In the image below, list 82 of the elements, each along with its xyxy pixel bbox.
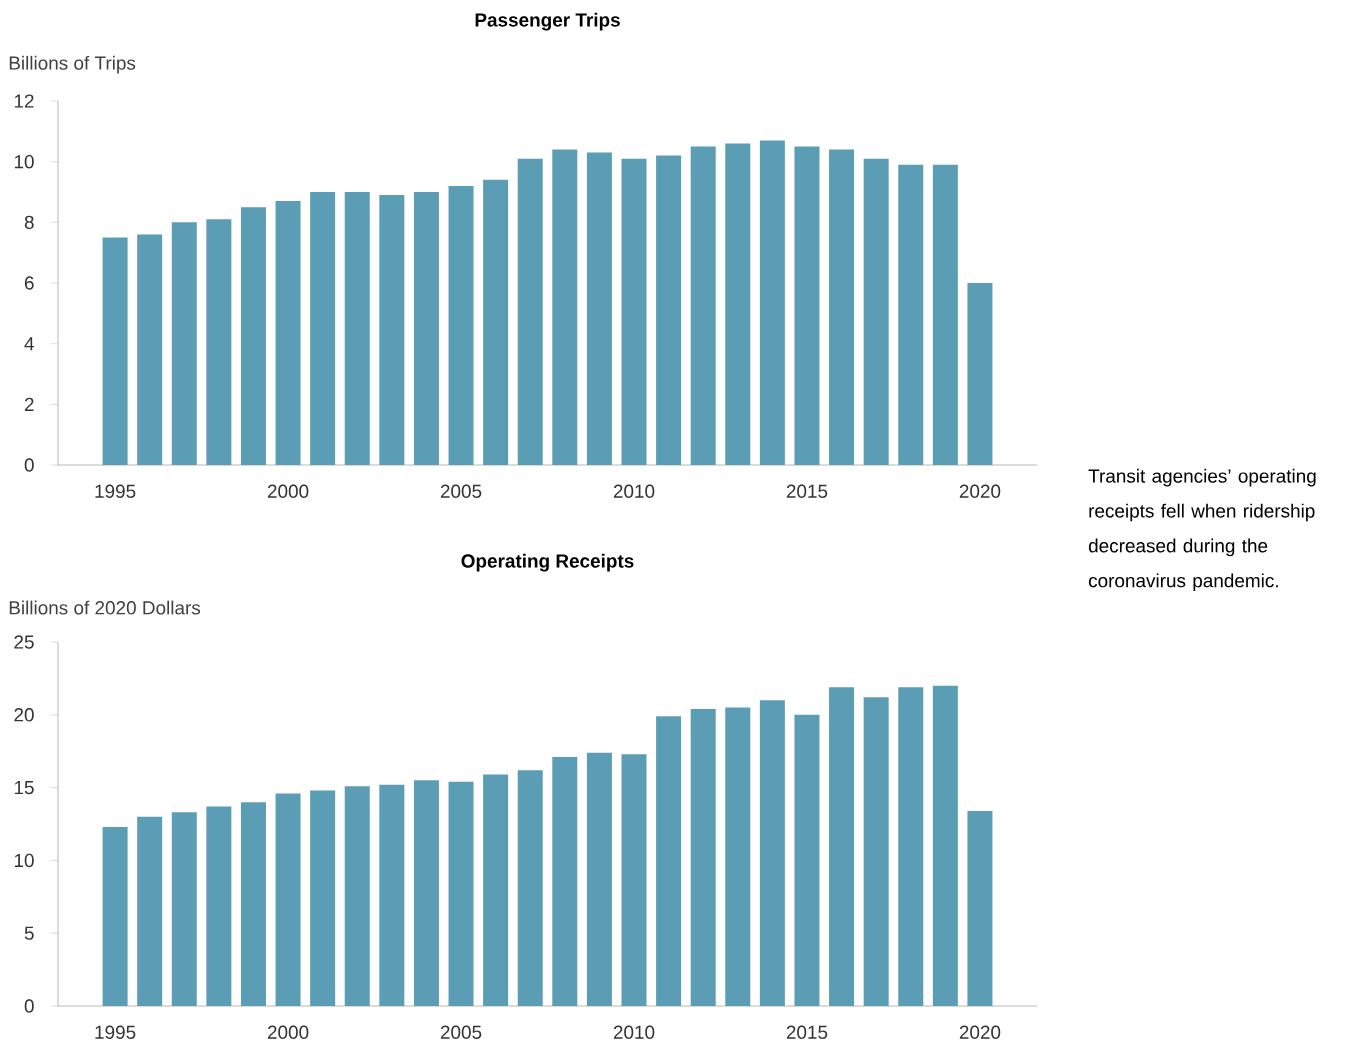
bar xyxy=(656,155,682,466)
bar xyxy=(379,195,405,466)
bar xyxy=(621,754,647,1007)
y-tick-label: 2 xyxy=(24,397,34,411)
bar xyxy=(725,707,751,1007)
y-tick-label: 0 xyxy=(24,999,34,1013)
bar xyxy=(413,192,439,466)
bar xyxy=(656,716,682,1007)
x-tick-label: 2010 xyxy=(613,484,655,498)
x-tick-label: 2015 xyxy=(786,484,828,498)
bar xyxy=(344,786,370,1007)
chart-title: Passenger Trips xyxy=(475,12,620,31)
bar xyxy=(552,757,578,1007)
bar xyxy=(967,810,993,1007)
bar xyxy=(275,793,301,1007)
bar xyxy=(932,685,958,1007)
bar xyxy=(794,146,820,466)
bar xyxy=(206,806,232,1007)
bar xyxy=(794,714,820,1007)
bar xyxy=(310,790,336,1007)
x-tick-label: 2020 xyxy=(959,1025,1001,1039)
bar xyxy=(829,149,855,466)
bar xyxy=(483,774,509,1007)
bar xyxy=(379,784,405,1007)
y-tick-label: 8 xyxy=(24,215,34,230)
bar xyxy=(310,192,336,466)
y-tick-label: 25 xyxy=(14,635,34,649)
bar xyxy=(171,812,197,1007)
bar xyxy=(759,700,785,1007)
bar xyxy=(586,152,612,466)
y-tick-label: 20 xyxy=(14,708,34,722)
x-tick-label: 2005 xyxy=(440,484,482,498)
y-axis-title: Billions of 2020 Dollars xyxy=(9,600,201,615)
y-axis-title: Billions of Trips xyxy=(9,55,136,74)
y-tick-label: 5 xyxy=(24,926,34,940)
bar xyxy=(863,697,889,1007)
bar xyxy=(898,687,924,1007)
x-tick-label: 1995 xyxy=(95,1025,136,1039)
y-tick-label: 15 xyxy=(14,781,34,795)
y-tick-label: 4 xyxy=(24,337,34,351)
x-tick-label: 2015 xyxy=(786,1025,828,1039)
bar xyxy=(413,780,439,1007)
bar xyxy=(102,237,128,466)
bar xyxy=(137,234,163,466)
bar xyxy=(586,752,612,1007)
x-tick-label: 2000 xyxy=(267,484,309,498)
bar xyxy=(690,709,716,1007)
bar xyxy=(448,781,474,1007)
x-tick-label: 2005 xyxy=(440,1025,482,1039)
bar xyxy=(932,164,958,466)
y-tick-label: 6 xyxy=(24,276,34,290)
bar xyxy=(137,816,163,1007)
text: Transit agencies’ operating receipts fell when ridership decreased during the coronavirus pandemic. xyxy=(1088,468,1316,592)
bar xyxy=(275,201,301,466)
bar xyxy=(690,146,716,466)
y-tick-label: 10 xyxy=(14,154,34,169)
bar xyxy=(240,207,266,466)
x-tick-label: 2010 xyxy=(613,1025,655,1039)
bar xyxy=(240,802,266,1007)
bar xyxy=(829,687,855,1007)
bar xyxy=(759,140,785,466)
bar xyxy=(206,219,232,466)
bar xyxy=(102,826,128,1007)
bar xyxy=(483,179,509,466)
bar xyxy=(725,143,751,466)
x-tick-label: 2020 xyxy=(959,484,1001,498)
bar xyxy=(171,222,197,466)
bar xyxy=(552,149,578,466)
bar xyxy=(344,192,370,466)
bar xyxy=(621,158,647,466)
bar xyxy=(967,283,993,466)
chart-title: Operating Receipts xyxy=(461,553,634,572)
bar xyxy=(517,770,543,1007)
x-tick-label: 2000 xyxy=(267,1025,309,1039)
bar xyxy=(898,164,924,466)
y-tick-label: 12 xyxy=(14,94,34,108)
y-tick-label: 0 xyxy=(24,458,34,472)
bar xyxy=(448,185,474,466)
bar xyxy=(517,158,543,466)
bar xyxy=(863,158,889,466)
y-tick-label: 10 xyxy=(14,853,34,868)
x-tick-label: 1995 xyxy=(95,484,136,498)
